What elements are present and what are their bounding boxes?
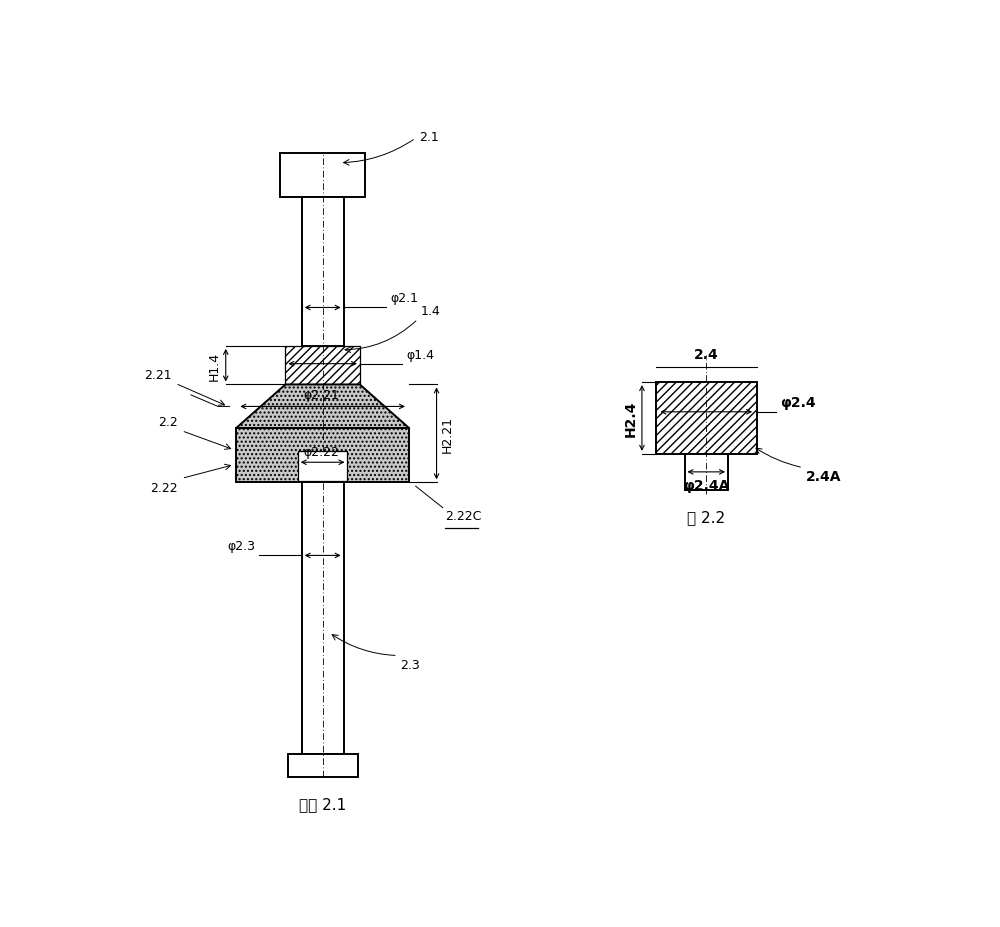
Text: φ2.22: φ2.22 (303, 445, 339, 458)
Text: 图 2.2: 图 2.2 (687, 510, 725, 525)
Bar (685, 454, 728, 490)
Bar (285, 347, 360, 385)
Text: 2.22C: 2.22C (445, 510, 481, 523)
Bar (236, 429, 409, 483)
Text: 2.21: 2.21 (144, 369, 172, 382)
Bar (280, 154, 365, 198)
Text: φ2.4: φ2.4 (780, 395, 816, 410)
Text: φ2.4A: φ2.4A (683, 478, 729, 492)
Text: 2.4: 2.4 (694, 348, 719, 362)
Text: 1.4: 1.4 (420, 304, 440, 317)
Text: 2.2: 2.2 (158, 416, 178, 429)
Bar (656, 383, 757, 454)
Text: H2.4: H2.4 (623, 400, 637, 437)
Text: H2.21: H2.21 (441, 415, 454, 452)
Text: 2.4A: 2.4A (805, 470, 841, 484)
Bar (288, 755, 358, 778)
Bar (302, 198, 344, 347)
Text: 图： 2.1: 图： 2.1 (299, 796, 346, 811)
Text: φ2.3: φ2.3 (227, 539, 255, 552)
Polygon shape (236, 385, 409, 429)
Text: H1.4: H1.4 (208, 351, 221, 380)
Text: 2.1: 2.1 (420, 131, 439, 144)
Text: φ2.1: φ2.1 (390, 291, 418, 304)
Text: 2.3: 2.3 (400, 658, 420, 671)
Bar (302, 483, 344, 755)
Bar (298, 452, 347, 481)
Text: φ2.21: φ2.21 (303, 388, 339, 401)
Text: φ1.4: φ1.4 (406, 349, 434, 362)
Text: 2.22: 2.22 (150, 481, 178, 494)
